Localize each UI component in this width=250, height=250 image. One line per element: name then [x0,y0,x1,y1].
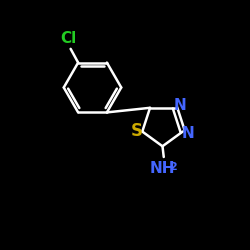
Text: S: S [131,122,143,140]
Text: N: N [182,126,194,141]
Text: N: N [174,98,186,113]
Text: 2: 2 [168,162,176,172]
Text: NH: NH [150,161,175,176]
Text: Cl: Cl [60,31,77,46]
